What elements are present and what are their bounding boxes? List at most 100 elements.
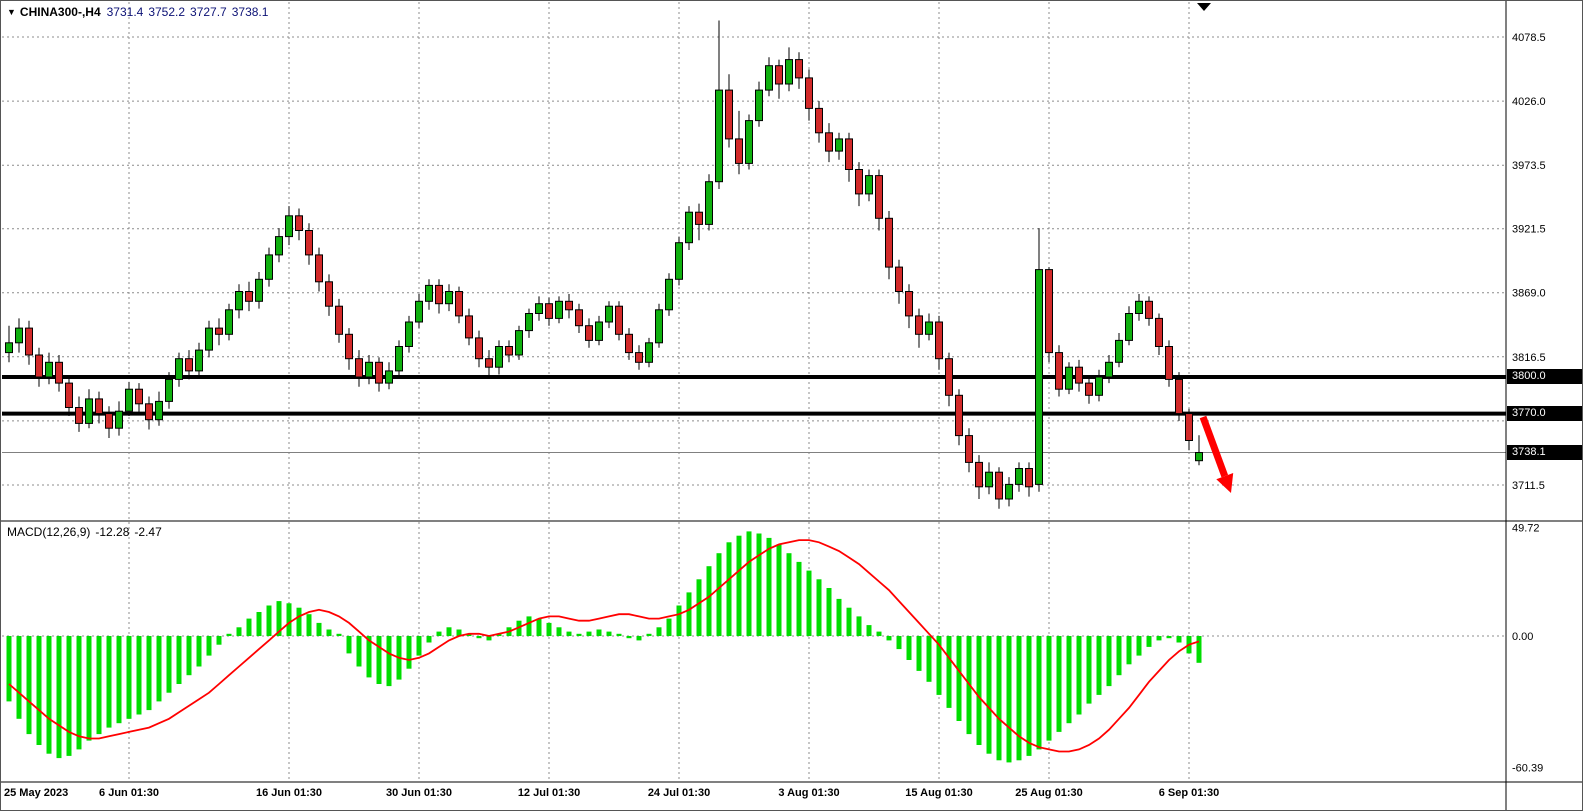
macd-histogram-bar bbox=[686, 592, 692, 636]
macd-histogram-bar bbox=[226, 633, 232, 636]
macd-main-value: -12.28 bbox=[95, 525, 130, 539]
candle-body bbox=[575, 309, 583, 327]
macd-histogram-bar bbox=[96, 636, 102, 735]
candle-body bbox=[1015, 468, 1023, 485]
candle-body bbox=[285, 215, 293, 238]
macd-histogram-bar bbox=[926, 636, 932, 682]
candle-body bbox=[855, 169, 863, 195]
candle-body bbox=[805, 77, 813, 109]
candle-body bbox=[775, 65, 783, 85]
candle-body bbox=[905, 291, 913, 317]
candle-body bbox=[425, 284, 433, 302]
ohlc-open-value: 3731.4 bbox=[106, 5, 144, 19]
resistance-level-badge: 3800.0 bbox=[1507, 369, 1582, 384]
macd-histogram-bar bbox=[86, 636, 92, 741]
candle-body bbox=[995, 471, 1003, 500]
ohlc-high-value: 3752.2 bbox=[148, 5, 186, 19]
candle-body bbox=[665, 278, 673, 311]
candle-body bbox=[135, 388, 143, 405]
candle-body bbox=[315, 254, 323, 283]
candle-body bbox=[1045, 269, 1053, 354]
ohlc-low-value: 3727.7 bbox=[190, 5, 227, 19]
time-axis-label: 16 Jun 01:30 bbox=[256, 787, 322, 799]
macd-histogram-bar bbox=[706, 566, 712, 636]
macd-histogram-bar bbox=[856, 616, 862, 636]
macd-histogram-bar bbox=[536, 618, 542, 636]
macd-histogram-bar bbox=[946, 636, 952, 708]
candle-body bbox=[5, 342, 13, 354]
macd-histogram-bar bbox=[1066, 636, 1072, 724]
candle-body bbox=[965, 435, 973, 463]
candle-body bbox=[975, 461, 983, 488]
candle-body bbox=[545, 303, 553, 319]
time-axis-label: 12 Jul 01:30 bbox=[518, 787, 580, 799]
time-axis-label: 6 Sep 01:30 bbox=[1159, 787, 1220, 799]
candle-body bbox=[1195, 452, 1203, 462]
macd-title: MACD(12,26,9) bbox=[7, 525, 91, 539]
chart-shift-marker-icon[interactable] bbox=[1197, 3, 1211, 11]
sell-arrow-shaft[interactable] bbox=[1199, 415, 1229, 478]
macd-axis-label: 0.00 bbox=[1512, 631, 1533, 643]
macd-histogram-bar bbox=[336, 633, 342, 636]
candle-body bbox=[945, 358, 953, 396]
macd-histogram-bar bbox=[1146, 636, 1152, 647]
candle-body bbox=[925, 321, 933, 335]
candle-body bbox=[755, 89, 763, 122]
candle-body bbox=[325, 281, 333, 307]
candle-body bbox=[1165, 346, 1173, 380]
macd-histogram-bar bbox=[1026, 636, 1032, 756]
candle-body bbox=[235, 291, 243, 311]
macd-histogram-bar bbox=[436, 631, 442, 636]
macd-histogram-bar bbox=[306, 614, 312, 636]
candle-body bbox=[1055, 352, 1063, 390]
candle-body bbox=[515, 330, 523, 356]
candle-body bbox=[165, 378, 173, 402]
candle-body bbox=[1035, 269, 1043, 485]
macd-histogram-bar bbox=[1166, 636, 1172, 639]
candle-body bbox=[695, 211, 703, 225]
candle-body bbox=[365, 361, 373, 378]
macd-histogram-bar bbox=[836, 598, 842, 636]
macd-histogram-bar bbox=[316, 622, 322, 636]
macd-histogram-bar bbox=[106, 636, 112, 728]
candle-body bbox=[485, 358, 493, 368]
macd-histogram-bar bbox=[1136, 636, 1142, 656]
macd-histogram-bar bbox=[1036, 636, 1042, 750]
macd-histogram-bar bbox=[526, 616, 532, 636]
time-axis-label: 6 Jun 01:30 bbox=[99, 787, 159, 799]
macd-histogram-bar bbox=[386, 636, 392, 687]
macd-histogram-bar bbox=[56, 636, 62, 759]
candle-body bbox=[525, 313, 533, 332]
candle-body bbox=[445, 291, 453, 305]
macd-histogram-bar bbox=[66, 636, 72, 756]
macd-histogram-bar bbox=[416, 636, 422, 656]
candle-body bbox=[505, 346, 513, 356]
macd-histogram-bar bbox=[936, 636, 942, 695]
candle-body bbox=[1185, 413, 1193, 442]
macd-axis-label: -60.39 bbox=[1512, 763, 1543, 775]
candle-body bbox=[1105, 361, 1113, 378]
candle-body bbox=[245, 291, 253, 302]
candle-body bbox=[555, 300, 563, 319]
macd-histogram-bar bbox=[786, 553, 792, 636]
macd-histogram-bar bbox=[126, 636, 132, 719]
macd-histogram-bar bbox=[76, 636, 82, 750]
macd-histogram-bar bbox=[636, 636, 642, 641]
macd-histogram-bar bbox=[646, 633, 652, 636]
candle-body bbox=[1085, 382, 1093, 396]
candle-body bbox=[455, 291, 463, 317]
macd-histogram-bar bbox=[476, 636, 482, 639]
macd-histogram-bar bbox=[1046, 636, 1052, 741]
sell-arrow-head[interactable] bbox=[1216, 473, 1234, 493]
candle-body bbox=[845, 138, 853, 170]
symbol-dropdown-icon[interactable]: ▼ bbox=[7, 7, 16, 17]
macd-histogram-bar bbox=[846, 607, 852, 636]
macd-histogram-bar bbox=[466, 633, 472, 636]
macd-histogram-bar bbox=[286, 603, 292, 636]
candle-body bbox=[195, 349, 203, 372]
candle-body bbox=[385, 370, 393, 384]
candle-body bbox=[465, 315, 473, 339]
candle-body bbox=[615, 305, 623, 335]
candle-body bbox=[685, 211, 693, 244]
